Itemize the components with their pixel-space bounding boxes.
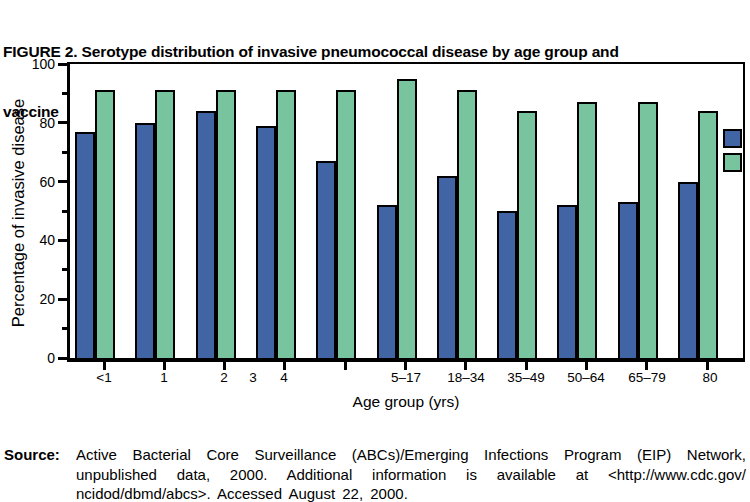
bar-pcv7-2: [196, 111, 216, 358]
y-tick-80: [58, 121, 67, 124]
source-line-2: unpublished data, 2000. Additional infor…: [76, 465, 746, 485]
bar-pcv7-50–64: [557, 205, 577, 358]
bar-pcv7-18–34: [437, 176, 457, 358]
bar-ppv23-35–49: [517, 111, 537, 358]
bar-pcv7-3: [256, 126, 276, 358]
plot-area: PCV7 PPV23: [67, 62, 745, 362]
y-tick-0: [58, 357, 67, 360]
source-note: Source: Active Bacterial Core Surveillan…: [4, 445, 746, 502]
bar-pcv7-<1: [75, 132, 95, 358]
y-tick-label-60: 60: [16, 174, 55, 190]
y-minor-tick-70: [62, 151, 67, 154]
bar-ppv23-<1: [95, 90, 115, 358]
y-minor-tick-90: [62, 92, 67, 95]
x-tick-2: [163, 362, 166, 370]
figure-2: FIGURE 2. Serotype distribution of invas…: [0, 0, 750, 502]
x-tick-4: [283, 362, 286, 370]
bar-ppv23-18–34: [457, 90, 477, 358]
legend: PCV7 PPV23: [723, 129, 750, 177]
y-minor-tick-30: [62, 268, 67, 271]
x-tick-label-80: 80: [668, 371, 750, 385]
source-line-1: Active Bacterial Core Surveillance (ABCs…: [76, 445, 746, 465]
bar-pcv7-35–49: [497, 211, 517, 358]
bar-ppv23-2: [216, 90, 236, 358]
y-minor-tick-10: [62, 327, 67, 330]
legend-swatch-pcv7-icon: [723, 129, 742, 148]
x-axis-title: Age group (yrs): [67, 393, 745, 411]
y-tick-100: [58, 63, 67, 66]
y-tick-label-100: 100: [16, 56, 55, 72]
x-tick-3: [223, 362, 226, 370]
x-tick-8: [525, 362, 528, 370]
x-tick-1: [103, 362, 106, 370]
bar-pcv7-5–17: [377, 205, 397, 358]
bar-pcv7-1: [135, 123, 155, 358]
bar-ppv23-5–17: [397, 79, 417, 358]
y-tick-40: [58, 239, 67, 242]
y-tick-20: [58, 298, 67, 301]
x-tick-9: [585, 362, 588, 370]
source-text: Active Bacterial Core Surveillance (ABCs…: [76, 445, 746, 502]
legend-swatch-ppv23-icon: [723, 153, 742, 172]
bar-pcv7-65–79: [618, 202, 638, 358]
bar-ppv23-80: [698, 111, 718, 358]
legend-item-pcv7: PCV7: [723, 129, 750, 148]
y-tick-60: [58, 180, 67, 183]
y-tick-label-0: 0: [16, 350, 55, 366]
x-tick-11: [706, 362, 709, 370]
bar-ppv23-4: [336, 90, 356, 358]
source-line-3: ncidod/dbmd/abcs>. Accessed August 22, 2…: [76, 484, 746, 502]
bar-pcv7-4: [316, 161, 336, 358]
x-tick-label-4: 4: [242, 371, 326, 385]
bar-ppv23-3: [276, 90, 296, 358]
x-tick-10: [645, 362, 648, 370]
x-tick-5: [344, 362, 347, 370]
x-tick-7: [464, 362, 467, 370]
y-axis-title: Percentage of invasive disease: [9, 63, 31, 363]
y-minor-tick-50: [62, 210, 67, 213]
x-tick-6: [404, 362, 407, 370]
bar-ppv23-65–79: [638, 102, 658, 358]
legend-item-ppv23: PPV23: [723, 153, 750, 172]
y-tick-label-20: 20: [16, 291, 55, 307]
bar-ppv23-50–64: [577, 102, 597, 358]
bar-pcv7-80: [678, 182, 698, 358]
y-tick-label-80: 80: [16, 115, 55, 131]
y-tick-label-40: 40: [16, 232, 55, 248]
figure-title-line-1: FIGURE 2. Serotype distribution of invas…: [3, 42, 749, 62]
bar-ppv23-1: [155, 90, 175, 358]
source-label: Source:: [4, 445, 76, 502]
